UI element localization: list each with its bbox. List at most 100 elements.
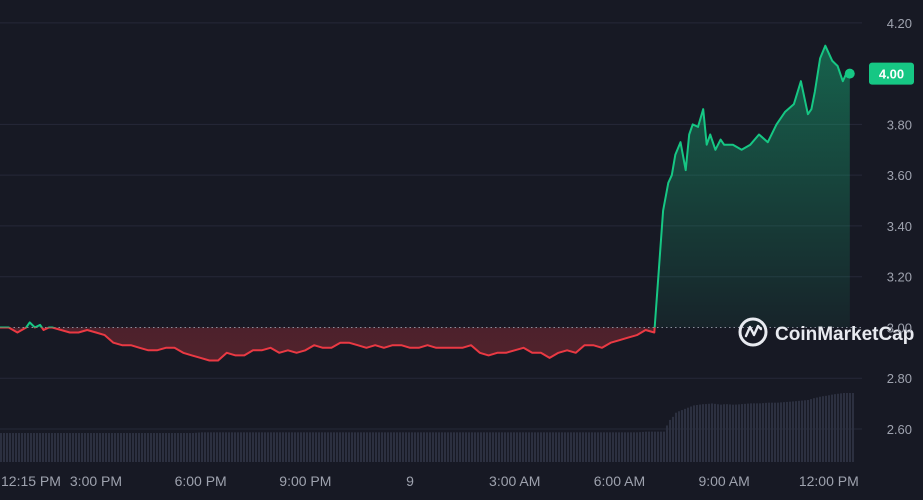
volume-bar bbox=[291, 432, 293, 462]
y-tick-label: 4.20 bbox=[887, 16, 912, 31]
volume-bar bbox=[363, 432, 365, 462]
volume-bar bbox=[690, 406, 692, 462]
volume-bar bbox=[336, 432, 338, 462]
volume-bar bbox=[306, 432, 308, 462]
volume-bar bbox=[111, 433, 113, 462]
volume-bar bbox=[228, 432, 230, 462]
x-tick-label: 12:00 PM bbox=[799, 473, 859, 489]
volume-bar bbox=[807, 399, 809, 462]
volume-bar bbox=[489, 432, 491, 462]
volume-bar bbox=[126, 433, 128, 462]
volume-bar bbox=[459, 432, 461, 462]
x-tick-label: 9:00 PM bbox=[279, 473, 331, 489]
volume-bar bbox=[162, 433, 164, 462]
volume-bar bbox=[720, 404, 722, 462]
volume-bar bbox=[357, 432, 359, 462]
volume-bar bbox=[714, 403, 716, 462]
volume-bar bbox=[405, 432, 407, 462]
volume-bar bbox=[495, 432, 497, 462]
current-price-label: 4.00 bbox=[879, 67, 904, 82]
volume-bar bbox=[36, 433, 38, 462]
volume-bar bbox=[486, 432, 488, 462]
volume-bar bbox=[666, 425, 668, 462]
volume-bar bbox=[501, 432, 503, 462]
volume-bar bbox=[564, 432, 566, 462]
volume-bar bbox=[456, 432, 458, 462]
volume-bar bbox=[558, 432, 560, 462]
volume-bar bbox=[429, 432, 431, 462]
volume-bar bbox=[513, 432, 515, 462]
volume-bar bbox=[330, 432, 332, 462]
volume-bar bbox=[786, 401, 788, 462]
volume-bar bbox=[45, 433, 47, 462]
price-area-down bbox=[0, 327, 850, 361]
volume-bar bbox=[702, 404, 704, 462]
volume-bar bbox=[660, 431, 662, 462]
volume-bar bbox=[192, 433, 194, 462]
volume-bar bbox=[303, 432, 305, 462]
volume-bar bbox=[9, 433, 11, 462]
volume-bar bbox=[339, 432, 341, 462]
price-area-up bbox=[26, 45, 850, 328]
volume-bar bbox=[168, 433, 170, 462]
volume-bar bbox=[624, 432, 626, 462]
volume-bar bbox=[321, 432, 323, 462]
volume-bar bbox=[171, 433, 173, 462]
volume-bar bbox=[144, 433, 146, 462]
volume-bar bbox=[609, 432, 611, 462]
volume-bar bbox=[27, 433, 29, 462]
volume-bar bbox=[780, 402, 782, 462]
volume-bar bbox=[87, 433, 89, 462]
volume-bar bbox=[141, 433, 143, 462]
volume-bar bbox=[72, 433, 74, 462]
volume-bar bbox=[546, 432, 548, 462]
volume-bar bbox=[234, 432, 236, 462]
volume-bar bbox=[264, 432, 266, 462]
volume-bar bbox=[189, 433, 191, 462]
y-axis: 2.60 2.80 3.20 3.40 3.60 3.80 4.20 3.00 bbox=[887, 16, 912, 437]
volume-bar bbox=[711, 403, 713, 462]
volume-bar bbox=[612, 432, 614, 462]
volume-bar bbox=[732, 404, 734, 462]
volume-bar bbox=[738, 404, 740, 462]
volume-bar bbox=[549, 432, 551, 462]
volume-bar bbox=[96, 433, 98, 462]
volume-bar bbox=[243, 432, 245, 462]
volume-bar bbox=[708, 403, 710, 462]
volume-bar bbox=[465, 432, 467, 462]
volume-bar bbox=[213, 432, 215, 462]
x-tick-label: 9:00 AM bbox=[698, 473, 749, 489]
volume-bar bbox=[651, 431, 653, 462]
volume-bar bbox=[588, 432, 590, 462]
volume-bar bbox=[747, 403, 749, 462]
volume-bar bbox=[531, 432, 533, 462]
volume-bar bbox=[216, 432, 218, 462]
volume-bar bbox=[843, 393, 845, 462]
volume-bar bbox=[399, 432, 401, 462]
volume-bar bbox=[417, 432, 419, 462]
volume-bar bbox=[615, 432, 617, 462]
volume-bar bbox=[771, 402, 773, 462]
volume-bar bbox=[597, 432, 599, 462]
volume-bar bbox=[276, 432, 278, 462]
volume-bar bbox=[639, 432, 641, 462]
y-tick-label: 3.60 bbox=[887, 168, 912, 183]
volume-bar bbox=[756, 403, 758, 462]
volume-bar bbox=[21, 433, 23, 462]
volume-bar bbox=[24, 433, 26, 462]
volume-bar bbox=[219, 432, 221, 462]
x-tick-label: 3:00 PM bbox=[70, 473, 122, 489]
volume-bar bbox=[12, 433, 14, 462]
volume-bar bbox=[567, 432, 569, 462]
x-tick-label: 3:00 AM bbox=[489, 473, 540, 489]
volume-bar bbox=[105, 433, 107, 462]
volume-bar bbox=[270, 432, 272, 462]
volume-bar bbox=[318, 432, 320, 462]
volume-bar bbox=[63, 433, 65, 462]
volume-bar bbox=[354, 432, 356, 462]
volume-bar bbox=[288, 432, 290, 462]
volume-bar bbox=[156, 433, 158, 462]
volume-bar bbox=[777, 402, 779, 462]
x-axis: 12:15 PM 3:00 PM 6:00 PM 9:00 PM 9 3:00 AM 6:0… bbox=[1, 473, 859, 489]
volume-bar bbox=[195, 432, 197, 462]
